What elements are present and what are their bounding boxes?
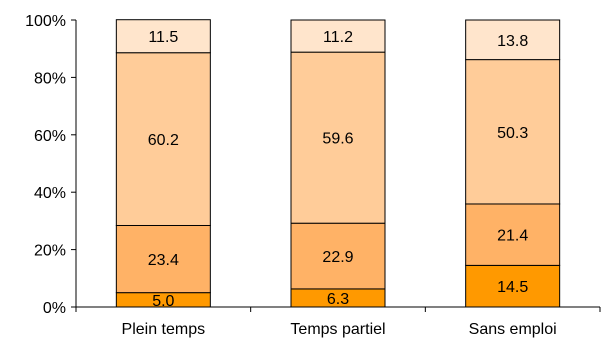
data-label: 23.4 — [148, 252, 179, 269]
data-label: 6.3 — [327, 291, 349, 308]
category-label: Temps partiel — [290, 321, 385, 338]
bar-segment-1-3 — [465, 264, 561, 308]
bar-segment-3-3 — [465, 59, 561, 205]
category-label: Plein temps — [122, 321, 206, 338]
labels-layer: 5.0 23.4 60.2 11.5 Plein temps 6.3 22.9 59.6 11.… — [122, 29, 557, 338]
bar-segment-2-3 — [465, 203, 561, 266]
data-label: 5.0 — [152, 293, 174, 310]
bar-segment-4-2 — [290, 19, 386, 53]
y-tick-label: 80% — [34, 70, 66, 87]
bar-segment-4-3 — [465, 19, 561, 61]
data-label: 50.3 — [497, 125, 528, 142]
bars-layer — [115, 19, 561, 308]
bar-segment-3-2 — [290, 51, 386, 224]
y-tick-label: 60% — [34, 128, 66, 145]
y-tick-label: 100% — [25, 13, 66, 30]
data-label: 14.5 — [497, 279, 528, 296]
data-label: 21.4 — [497, 228, 528, 245]
data-label: 59.6 — [322, 131, 353, 148]
data-label: 22.9 — [322, 249, 353, 266]
data-label: 11.2 — [323, 29, 353, 46]
data-label: 11.5 — [148, 29, 178, 46]
axes-layer: 0% 20% 40% 60% 80% 100% — [25, 13, 601, 317]
data-label: 60.2 — [148, 132, 179, 149]
bar-segment-2-1 — [115, 224, 211, 294]
data-label: 13.8 — [497, 33, 528, 50]
bar-segment-4-1 — [115, 19, 211, 54]
y-tick-label: 40% — [34, 185, 66, 202]
y-tick-label: 0% — [43, 300, 66, 317]
y-tick-label: 20% — [34, 243, 66, 260]
category-label: Sans emploi — [469, 321, 557, 338]
